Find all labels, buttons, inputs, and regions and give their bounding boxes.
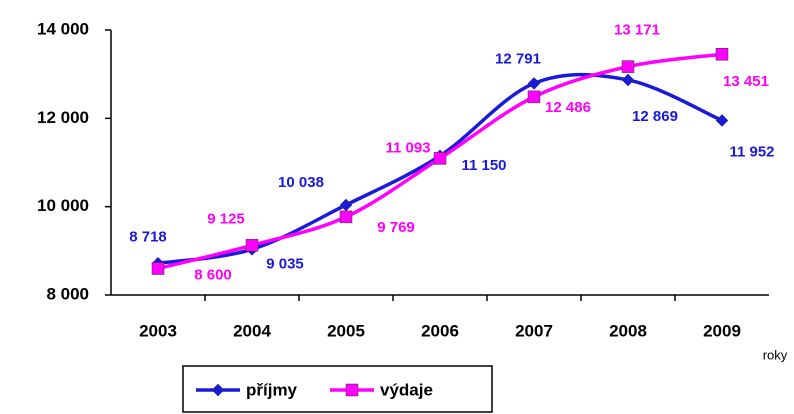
data-label: 11 952 (729, 143, 774, 160)
x-tick-label: 2004 (233, 321, 271, 340)
y-tick-label: 14 000 (37, 19, 89, 38)
x-tick-label: 2005 (327, 321, 365, 340)
data-label: 11 150 (461, 157, 506, 174)
marker (245, 239, 259, 252)
marker (621, 73, 635, 87)
data-label: 8 600 (194, 266, 232, 283)
data-label: 9 035 (266, 255, 304, 272)
marker (151, 262, 165, 275)
data-label: 13 171 (614, 22, 660, 39)
marker (211, 383, 225, 397)
data-label: 12 869 (632, 108, 678, 125)
y-tick-label: 12 000 (37, 108, 89, 127)
data-label: 13 451 (723, 73, 769, 90)
x-tick-label: 2006 (421, 321, 459, 340)
y-tick-label: 8 000 (46, 284, 89, 303)
marker (527, 90, 541, 104)
x-tick-label: 2008 (609, 321, 647, 340)
marker (339, 210, 353, 224)
y-tick-label: 10 000 (37, 196, 89, 215)
data-label: 9 769 (377, 219, 415, 236)
data-label: 12 791 (495, 50, 541, 67)
marker (715, 47, 729, 61)
marker (345, 383, 359, 397)
legend-label: výdaje (380, 380, 433, 399)
marker (621, 60, 635, 73)
data-label: 12 486 (545, 99, 591, 116)
legend-label: příjmy (246, 380, 298, 399)
marker (339, 198, 353, 212)
data-label: 10 038 (278, 174, 324, 191)
data-label: 8 718 (129, 228, 167, 245)
data-label: 9 125 (207, 210, 245, 227)
x-axis-label: roky (763, 347, 788, 362)
series-line (157, 72, 723, 266)
data-label: 11 093 (385, 139, 430, 156)
x-tick-label: 2007 (515, 321, 553, 340)
marker (433, 152, 447, 165)
x-tick-label: 2009 (703, 321, 741, 340)
x-tick-label: 2003 (139, 321, 177, 340)
marker (527, 77, 541, 90)
marker (715, 114, 729, 127)
